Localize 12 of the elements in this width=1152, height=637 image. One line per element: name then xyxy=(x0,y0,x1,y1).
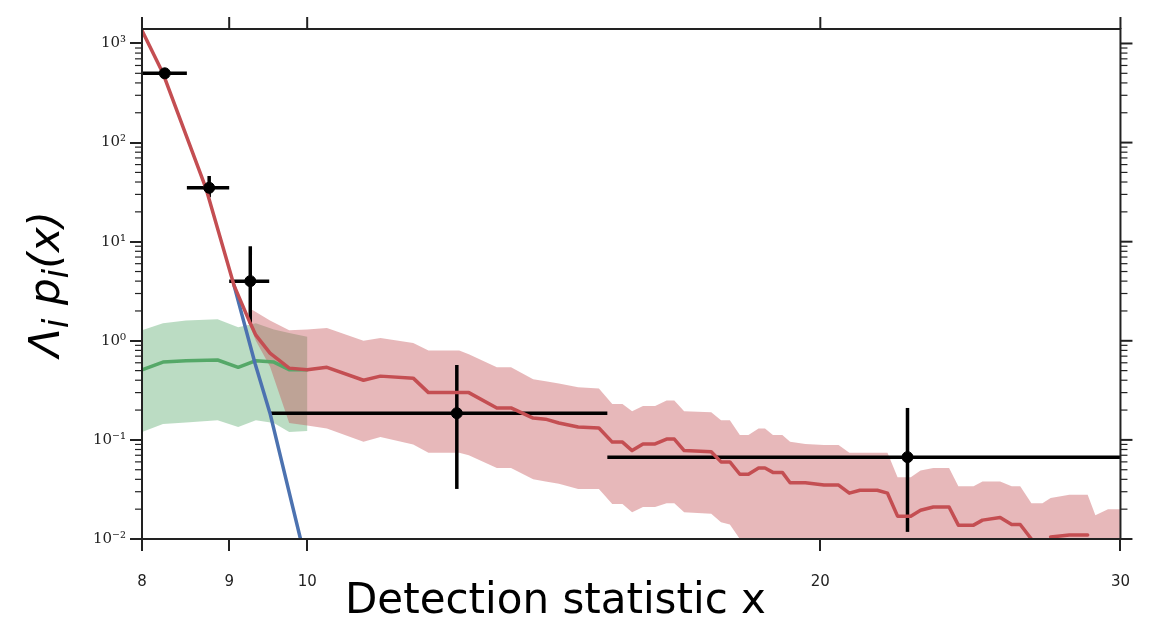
x-tick-label: 8 xyxy=(137,571,147,590)
x-tick-label: 9 xyxy=(224,571,234,590)
y-tick-label: 10² xyxy=(100,132,126,151)
y-tick-label: 10¹ xyxy=(100,231,126,250)
y-tick-label: 10⁰ xyxy=(100,330,126,349)
y-tick-label: 10³ xyxy=(100,33,126,52)
x-tick-label: 30 xyxy=(1110,571,1130,590)
x-tick-label: 10 xyxy=(297,571,317,590)
y-tick-label: 10⁻¹ xyxy=(92,429,126,448)
x-axis-title: Detection statistic x xyxy=(345,574,766,623)
y-tick-label: 10⁻² xyxy=(92,528,126,547)
x-tick-label: 20 xyxy=(810,571,830,590)
